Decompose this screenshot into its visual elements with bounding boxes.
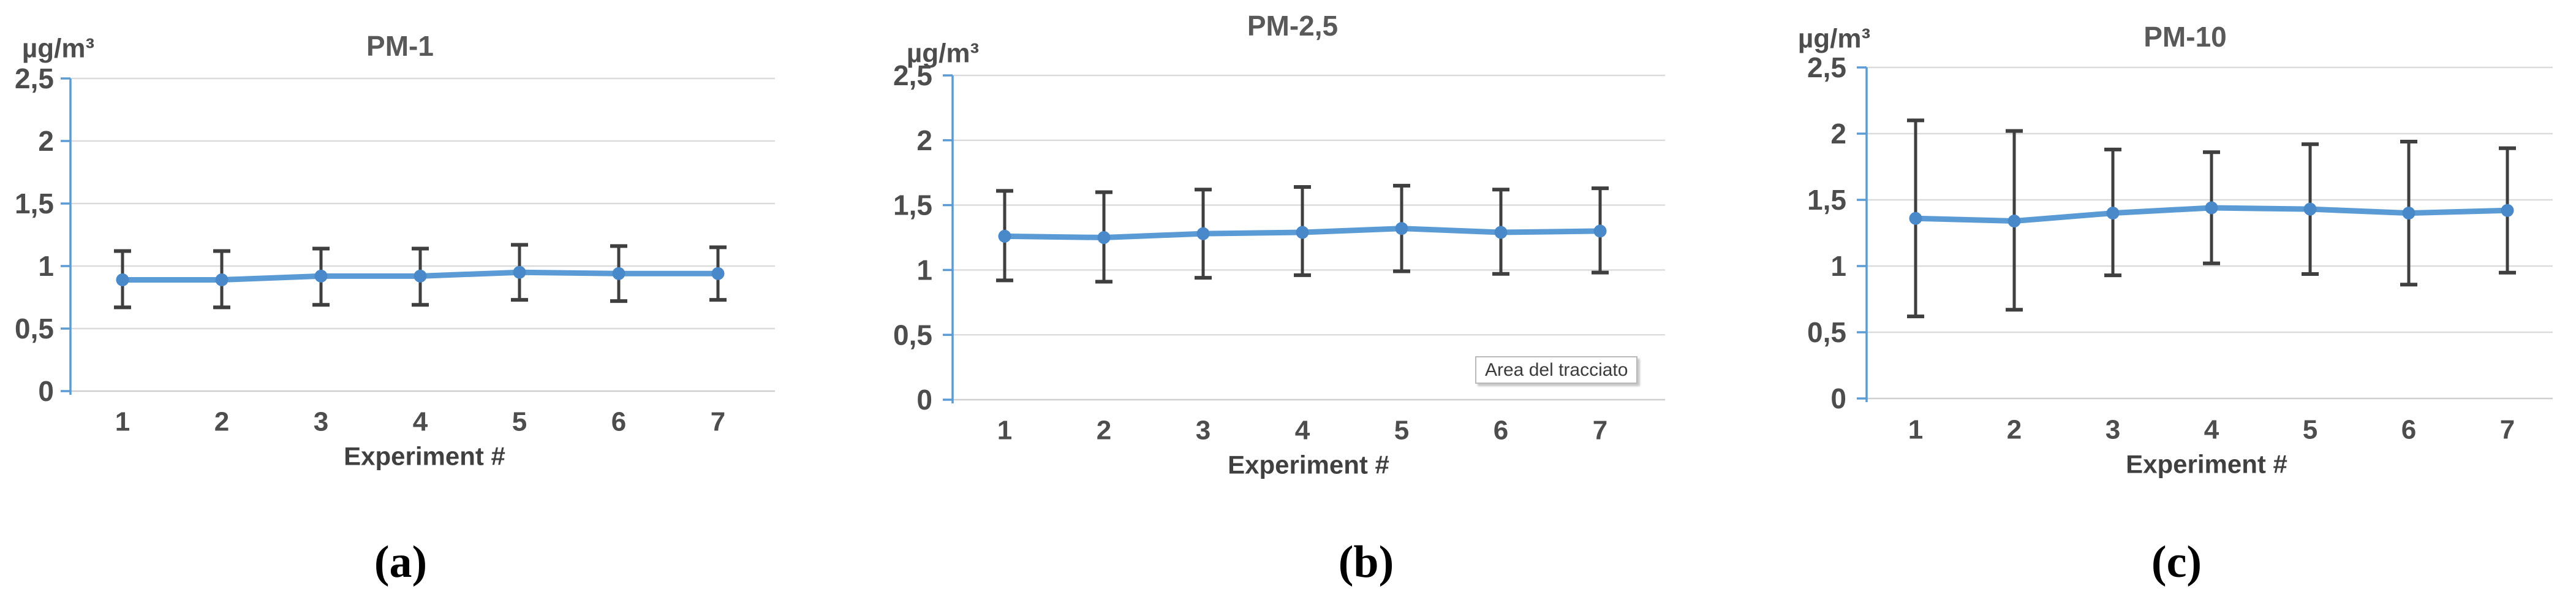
- x-tick-label: 4: [413, 406, 428, 436]
- x-tick-label: 6: [1494, 415, 1508, 445]
- x-tick-label: 1: [997, 415, 1012, 445]
- x-tick-label: 7: [2500, 414, 2515, 444]
- chart-title: PM-10: [2144, 21, 2226, 53]
- y-tick-label: 0,5: [15, 313, 54, 345]
- data-point: [612, 267, 625, 280]
- subfigure-label-b: (b): [1338, 537, 1394, 587]
- data-point: [414, 269, 427, 283]
- x-tick-label: 7: [1593, 415, 1607, 445]
- chart-panel-pm10: PM-10 µg/m³ 0 0,5 1 1,5 2 2,5 1 2 3 4 5 6 7 Experiment …: [1717, 0, 2576, 602]
- x-tick-label: 4: [1295, 415, 1310, 445]
- y-tick-label: 0: [1830, 383, 1846, 414]
- x-tick-label: 1: [115, 406, 130, 436]
- chart-panel-pm1: PM-1 µg/m³ 0 0,5 1 1,5 2 2,5 1 2 3 4 5 6 7 Experiment #…: [0, 0, 858, 602]
- y-axis-unit-label: µg/m³: [22, 33, 94, 63]
- chart-panel-pm25: PM-2,5 µg/m³ 0 0,5 1 1,5 2 2,5 1 2 3 4 5 6 7 Experiment…: [858, 0, 1717, 602]
- y-tick-label: 0: [38, 375, 54, 407]
- y-tick-label: 2,5: [1807, 51, 1846, 83]
- x-tick-label: 2: [1097, 415, 1111, 445]
- pm10-chart: PM-10 µg/m³ 0 0,5 1 1,5 2 2,5 1 2 3 4 5 6 7 Experiment …: [1798, 21, 2553, 479]
- data-point: [1494, 226, 1508, 239]
- y-tick-label: 2,5: [15, 63, 54, 94]
- y-axis-unit-label: µg/m³: [1798, 23, 1870, 53]
- plot-area-tooltip: Area del tracciato: [1475, 356, 1638, 384]
- x-tick-label: 5: [512, 406, 527, 436]
- y-tick-label: 2: [916, 124, 932, 156]
- pm1-chart: PM-1 µg/m³ 0 0,5 1 1,5 2 2,5 1 2 3 4 5 6 7 Experiment #: [15, 30, 775, 471]
- subfigure-label-c: (c): [2151, 537, 2202, 587]
- y-tick-label: 1: [1830, 250, 1846, 282]
- data-point: [116, 273, 129, 286]
- y-tick-label: 2: [1830, 118, 1846, 150]
- subfigure-label-a: (a): [374, 537, 428, 587]
- data-point: [2008, 215, 2021, 228]
- x-tick-label: 4: [2204, 414, 2219, 444]
- y-tick-label: 1,5: [893, 189, 932, 221]
- x-tick-label: 3: [2106, 414, 2120, 444]
- data-point: [711, 267, 725, 280]
- x-tick-label: 2: [2007, 414, 2022, 444]
- y-tick-label: 1,5: [15, 188, 54, 219]
- data-point: [1593, 224, 1607, 238]
- data-point: [2402, 207, 2415, 220]
- data-point: [1097, 231, 1111, 244]
- data-point: [1909, 211, 1922, 225]
- data-point: [2501, 204, 2514, 217]
- x-tick-label: 5: [2303, 414, 2317, 444]
- data-point: [2106, 207, 2120, 220]
- x-axis-title: Experiment #: [1228, 451, 1389, 479]
- y-tick-label: 1: [916, 254, 932, 286]
- data-point: [513, 265, 526, 279]
- x-tick-label: 7: [711, 406, 725, 436]
- x-axis-title: Experiment #: [344, 442, 505, 471]
- data-point: [998, 229, 1011, 243]
- y-tick-label: 2: [38, 125, 54, 157]
- x-tick-label: 5: [1394, 415, 1409, 445]
- y-tick-label: 1: [38, 250, 54, 282]
- chart-title: PM-2,5: [1247, 10, 1338, 42]
- data-point: [2205, 201, 2218, 215]
- x-tick-label: 1: [1908, 414, 1923, 444]
- y-axis-unit-label: µg/m³: [907, 38, 979, 68]
- x-axis-title: Experiment #: [2126, 450, 2287, 479]
- x-tick-label: 6: [611, 406, 626, 436]
- x-tick-label: 2: [214, 406, 229, 436]
- y-tick-label: 1,5: [1807, 184, 1846, 216]
- data-point: [1196, 227, 1210, 240]
- chart-title: PM-1: [366, 30, 434, 62]
- x-tick-label: 6: [2401, 414, 2416, 444]
- y-tick-label: 0,5: [1807, 316, 1846, 348]
- pm25-chart: PM-2,5 µg/m³ 0 0,5 1 1,5 2 2,5 1 2 3 4 5 6 7 Experiment…: [893, 10, 1665, 479]
- data-point: [1296, 226, 1309, 239]
- data-point: [1395, 222, 1408, 235]
- data-point: [314, 269, 328, 283]
- y-tick-label: 0: [916, 384, 932, 416]
- data-point: [2303, 202, 2317, 216]
- y-tick-label: 2,5: [893, 59, 932, 91]
- x-tick-label: 3: [314, 406, 328, 436]
- x-tick-label: 3: [1196, 415, 1211, 445]
- y-tick-label: 0,5: [893, 319, 932, 351]
- data-point: [215, 273, 229, 286]
